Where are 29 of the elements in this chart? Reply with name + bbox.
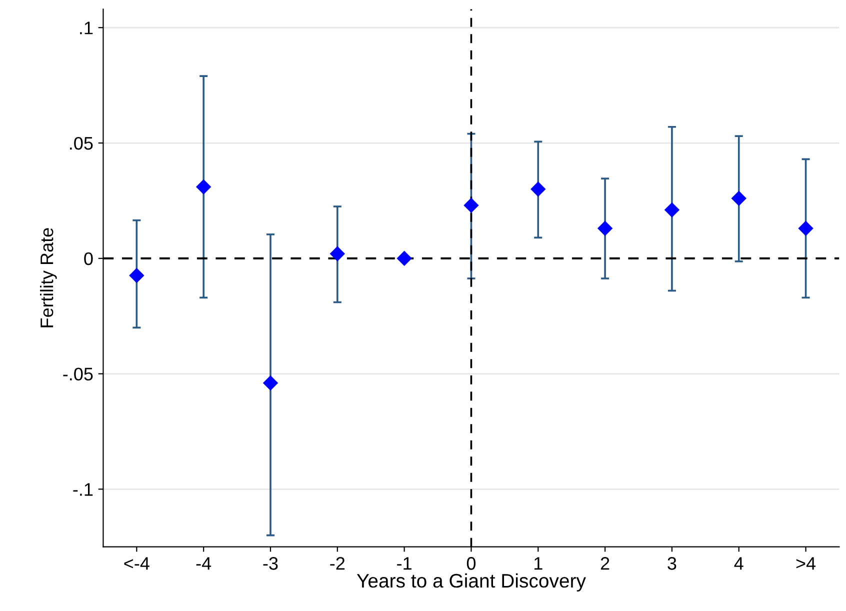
y-tick-label: 0: [84, 252, 93, 266]
x-tick-label: -4: [196, 557, 212, 570]
x-tick-label: -1: [397, 557, 412, 570]
point: [330, 246, 346, 262]
point: [396, 250, 412, 266]
point: [262, 375, 278, 391]
point: [530, 182, 546, 197]
x-tick-label: 3: [668, 557, 676, 570]
x-tick-label: 4: [734, 557, 744, 570]
point: [664, 202, 680, 218]
x-tick-label: <-4: [124, 557, 150, 570]
x-tick-label: -3: [263, 557, 278, 570]
x-tick-label: 2: [600, 557, 610, 570]
x-tick-label: 1: [534, 557, 542, 570]
x-tick-label: >4: [796, 557, 816, 570]
x-tick-label: 0: [466, 557, 476, 570]
y-tick-label: .1: [80, 22, 93, 34]
y-tick-label: -.1: [73, 483, 93, 496]
point: [129, 268, 144, 284]
point: [731, 190, 746, 206]
point: [196, 179, 212, 194]
x-tick-label: -2: [330, 557, 345, 570]
y-axis-title: Fertility Rate: [40, 228, 57, 328]
x-axis-title: Years to a Giant Discovery: [356, 573, 586, 592]
point: [798, 220, 814, 236]
point: [464, 198, 479, 213]
point: [597, 220, 613, 236]
y-tick-label: -.05: [63, 368, 93, 380]
y-tick-label: .05: [70, 136, 93, 150]
